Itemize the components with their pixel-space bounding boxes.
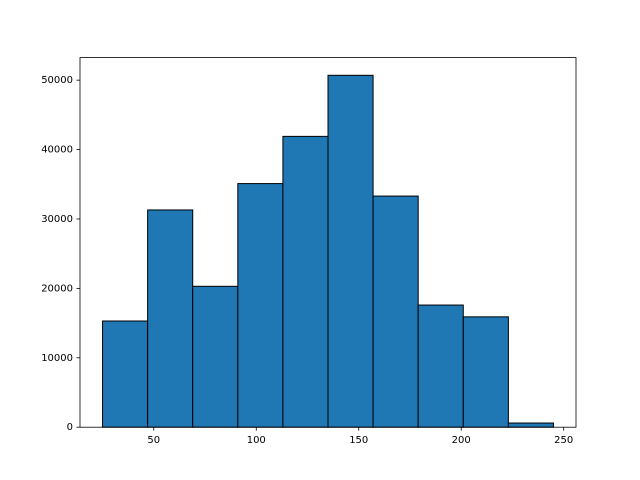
y-tick-label: 50000: [41, 75, 73, 86]
bar: [192, 285, 239, 428]
x-tick-label: 150: [349, 435, 368, 446]
axes-frame: [79, 57, 577, 428]
y-tick-label: 30000: [41, 214, 73, 225]
x-tick-label: 50: [147, 435, 160, 446]
bar: [327, 74, 374, 428]
bar: [507, 422, 554, 428]
y-tick-label: 40000: [41, 145, 73, 156]
y-tick-label: 20000: [41, 283, 73, 294]
y-tick-label: 10000: [41, 353, 73, 364]
bar: [237, 183, 284, 428]
x-tick-label: 200: [452, 435, 471, 446]
bar: [282, 135, 329, 428]
bar: [462, 316, 509, 428]
bar: [147, 209, 194, 428]
x-tick-label: 250: [554, 435, 573, 446]
bar: [417, 304, 464, 428]
x-tick-label: 100: [247, 435, 266, 446]
y-tick-label: 0: [67, 422, 73, 433]
bar: [102, 320, 149, 428]
bar: [372, 195, 419, 428]
